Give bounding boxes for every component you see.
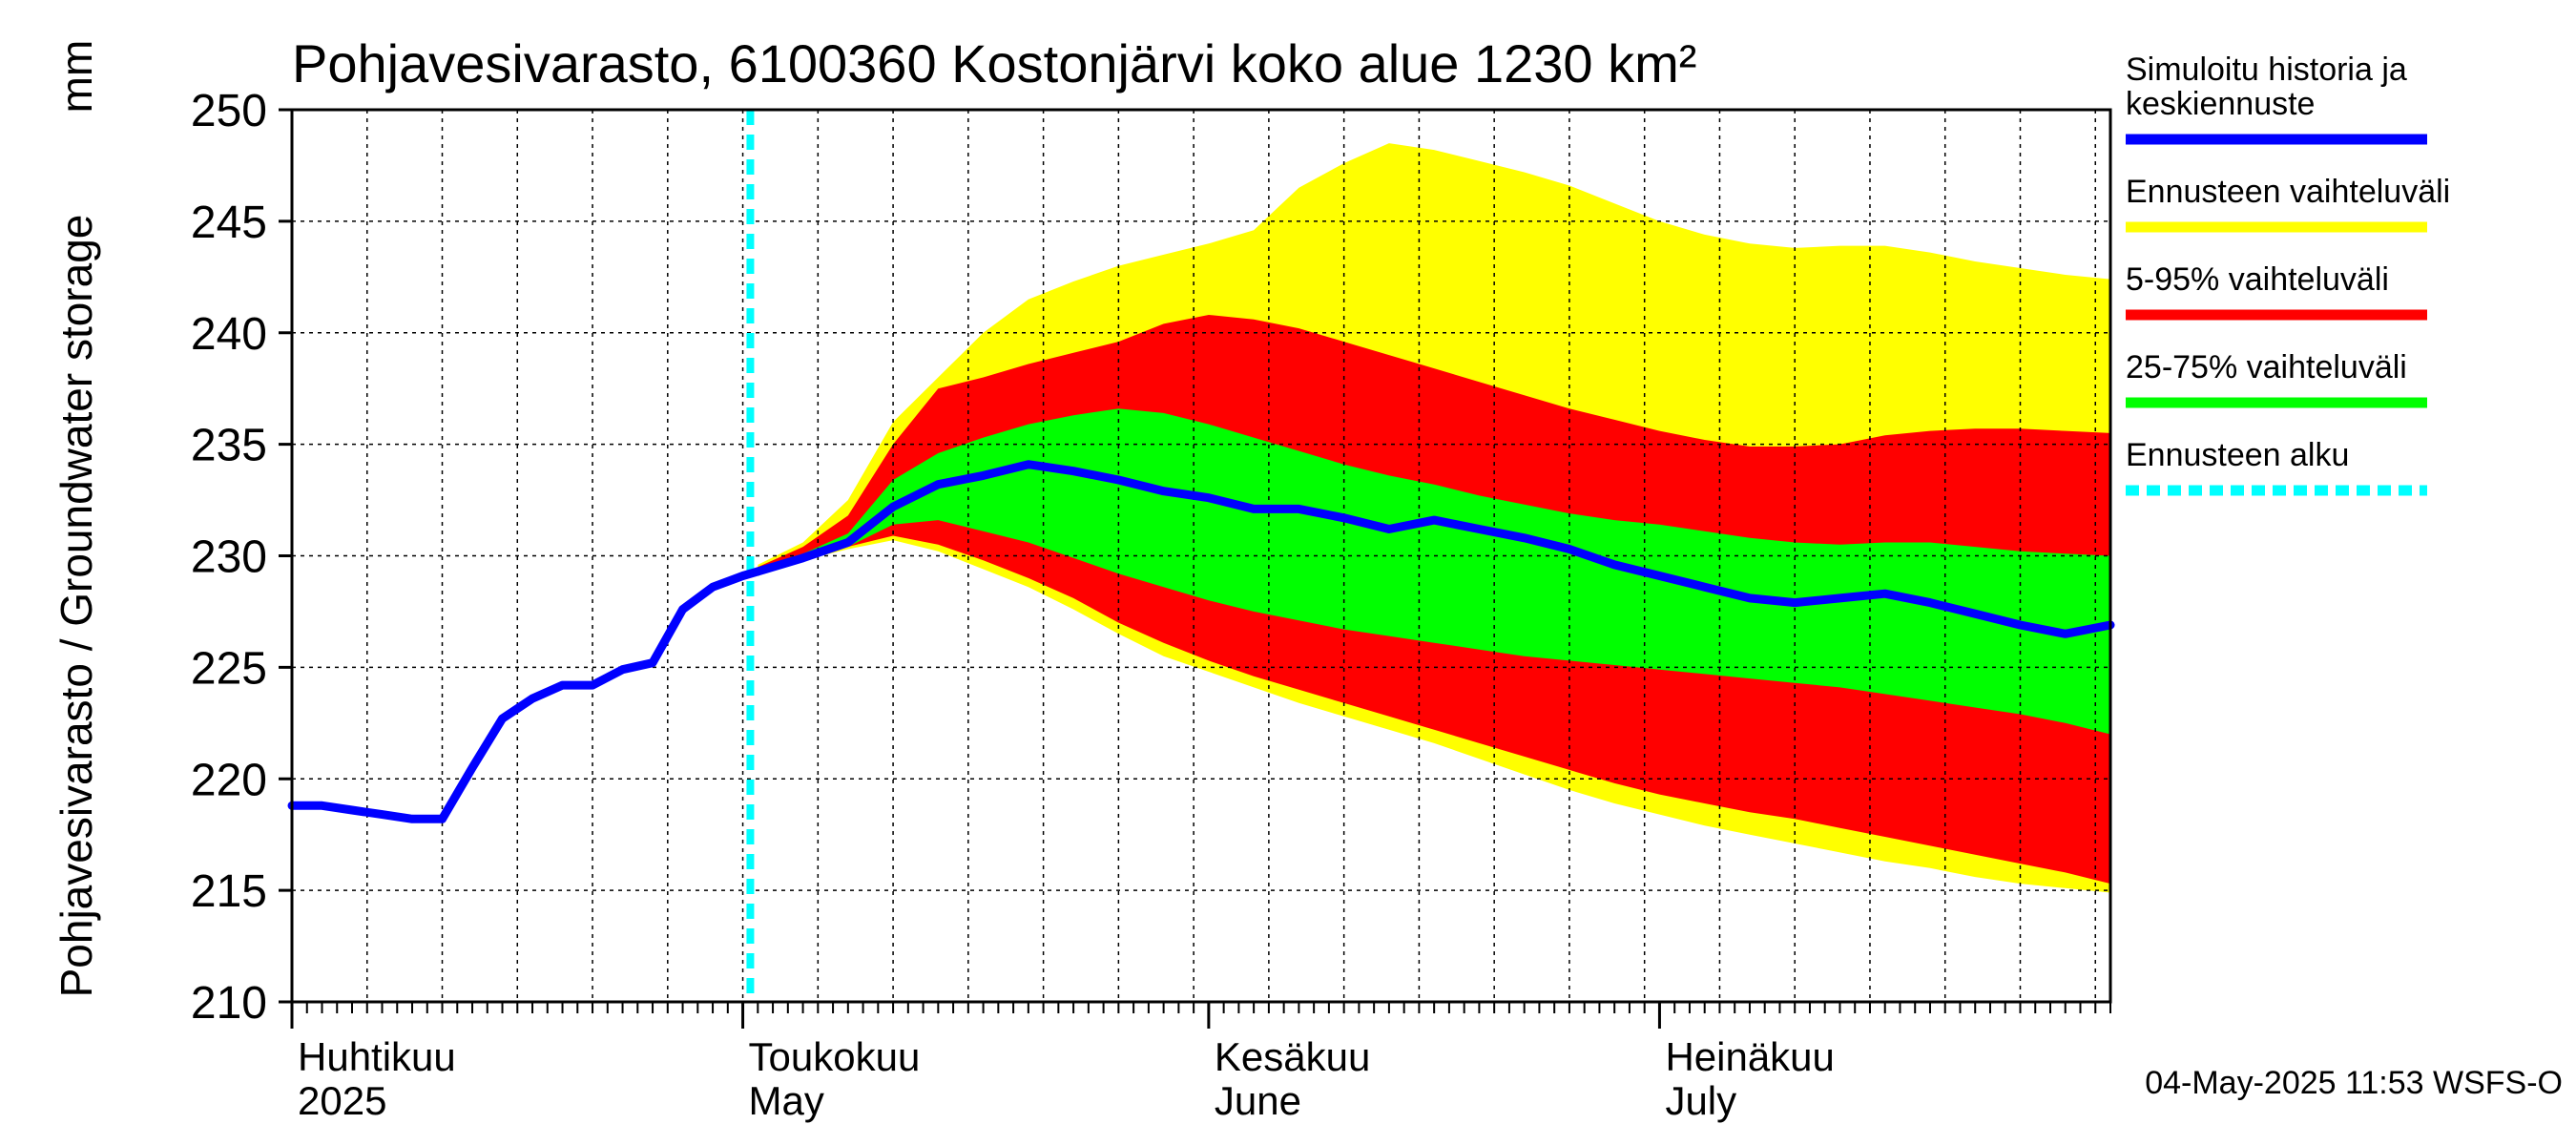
series-lines [287, 110, 2115, 1002]
legend-label: keskiennuste [2126, 86, 2315, 122]
x-month-sublabel: June [1215, 1078, 1301, 1123]
y-tick-label: 235 [191, 421, 267, 471]
x-month-label: Kesäkuu [1215, 1034, 1370, 1079]
y-tick-label: 220 [191, 755, 267, 805]
y-tick-label: 250 [191, 86, 267, 136]
y-tick-label: 210 [191, 978, 267, 1029]
legend-label: Ennusteen vaihteluväli [2126, 174, 2450, 210]
y-axis-label: Pohjavesivarasto / Groundwater storage [52, 215, 101, 998]
y-axis: 210 215 220 225 230 235 240 245 250 [191, 86, 292, 1029]
legend-label: 5-95% vaihteluväli [2126, 261, 2389, 298]
x-month-sublabel: May [749, 1078, 824, 1123]
history-line [287, 567, 762, 823]
legend-label: 25-75% vaihteluväli [2126, 349, 2407, 385]
legend-label: Simuloitu historia ja [2126, 52, 2407, 88]
y-axis-unit: mm [52, 40, 101, 114]
grid-lines [292, 110, 2110, 1002]
x-month-label: Heinäkuu [1665, 1034, 1834, 1079]
x-month-label: Huhtikuu [298, 1034, 456, 1079]
median-forecast-line [753, 460, 2115, 638]
footer-timestamp: 04-May-2025 11:53 WSFS-O [2145, 1065, 2563, 1101]
x-month-sublabel: 2025 [298, 1078, 386, 1123]
x-month-label: Toukokuu [749, 1034, 921, 1079]
chart-title: Pohjavesivarasto, 6100360 Kostonjärvi ko… [292, 33, 1696, 94]
legend-label: Ennusteen alku [2126, 437, 2349, 473]
y-tick-label: 225 [191, 643, 267, 694]
y-tick-label: 230 [191, 532, 267, 583]
y-tick-label: 240 [191, 309, 267, 360]
y-tick-label: 215 [191, 866, 267, 917]
y-tick-label: 245 [191, 198, 267, 248]
x-month-sublabel: July [1665, 1078, 1736, 1123]
band-25-75 [758, 408, 2110, 735]
